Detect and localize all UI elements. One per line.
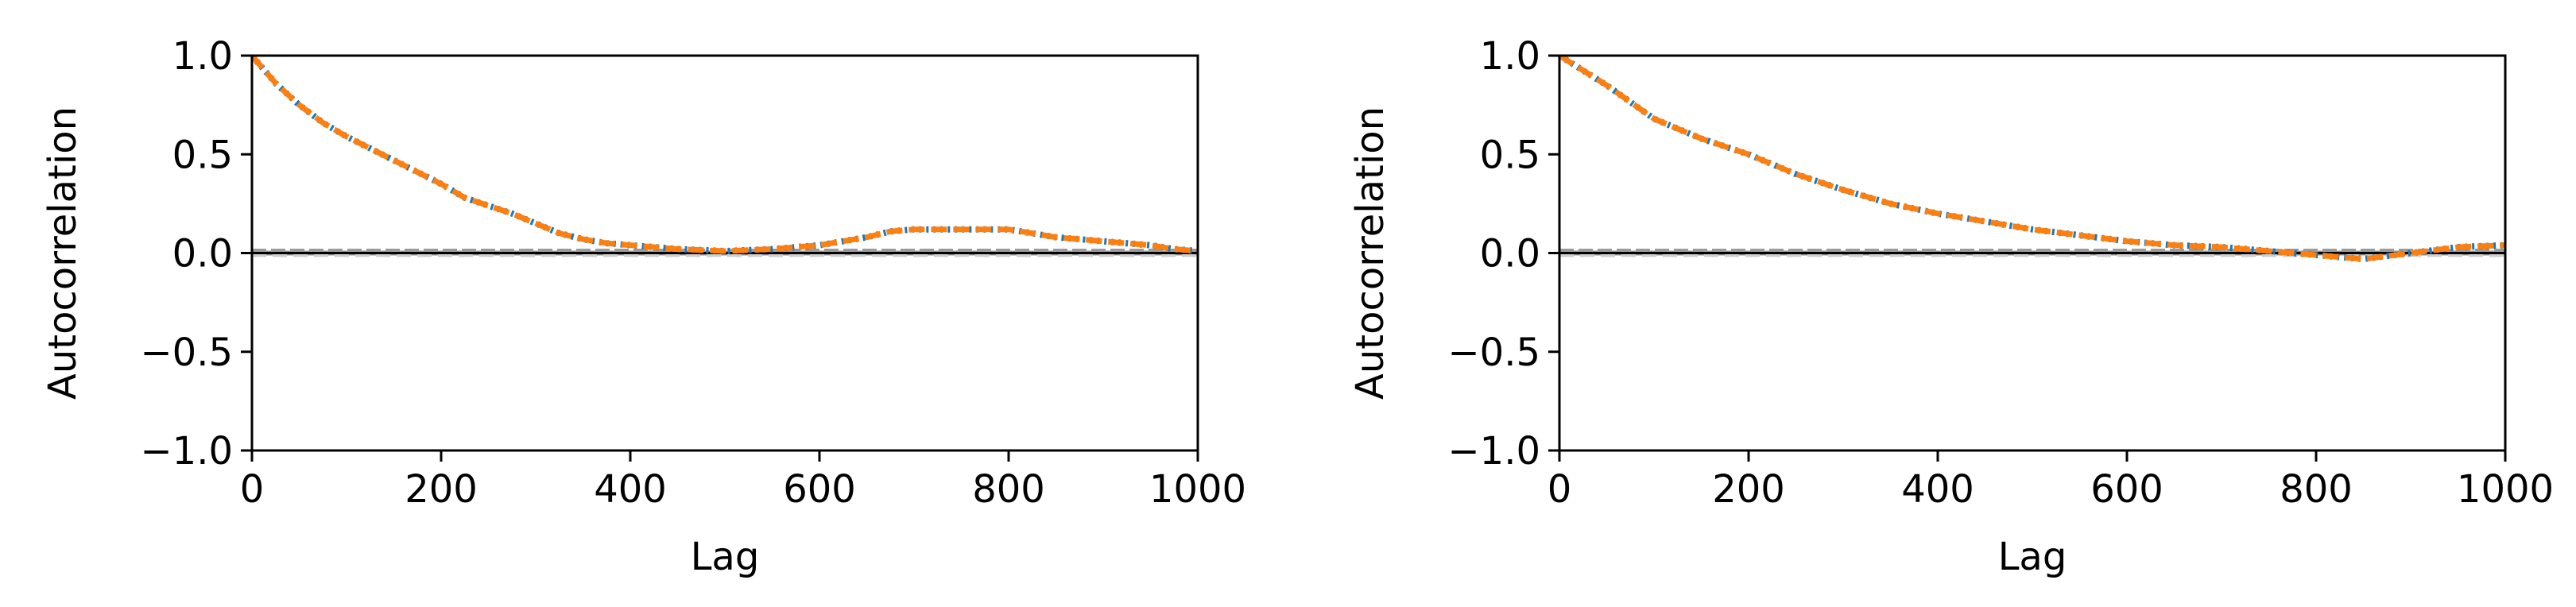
y-tick-label: 0.0 bbox=[1480, 232, 1540, 276]
series-line-1 bbox=[252, 56, 1198, 254]
x-axis-label: Lag bbox=[691, 535, 760, 579]
y-tick-label: 1.0 bbox=[172, 34, 233, 79]
x-tick-label: 600 bbox=[2090, 467, 2163, 512]
y-tick-label: 0.5 bbox=[172, 133, 233, 177]
x-tick-label: 0 bbox=[1548, 467, 1572, 512]
plot-area bbox=[1559, 56, 2505, 262]
x-tick-label: 800 bbox=[2280, 467, 2353, 512]
x-tick-label: 600 bbox=[783, 467, 856, 512]
y-axis-label: Autocorrelation bbox=[41, 106, 85, 400]
chart-panel-1: 0 200 400 600 800 1000 1.0 0.5 0.0 −0.5 −1.0 Lag Aut… bbox=[41, 34, 1246, 579]
y-tick-label: 1.0 bbox=[1480, 34, 1540, 79]
series-line-2 bbox=[252, 56, 1198, 254]
x-tick-label: 200 bbox=[405, 467, 478, 512]
y-axis-label: Autocorrelation bbox=[1348, 106, 1393, 400]
y-tick-label: −0.5 bbox=[1447, 331, 1540, 375]
x-tick-label: 1000 bbox=[2457, 467, 2554, 512]
series-line-2 bbox=[1559, 56, 2505, 262]
y-tick-label: −0.5 bbox=[140, 331, 233, 375]
y-tick-label: −1.0 bbox=[1447, 429, 1540, 474]
x-tick-label: 1000 bbox=[1149, 467, 1246, 512]
y-tick-label: 0.0 bbox=[172, 232, 233, 276]
x-tick-label: 200 bbox=[1712, 467, 1785, 512]
x-tick-label: 400 bbox=[594, 467, 667, 512]
x-tick-label: 0 bbox=[240, 467, 265, 512]
x-tick-label: 800 bbox=[972, 467, 1045, 512]
x-axis-label: Lag bbox=[1998, 535, 2067, 579]
y-tick-label: 0.5 bbox=[1480, 133, 1540, 177]
x-tick-label: 400 bbox=[1901, 467, 1974, 512]
chart-panel-2: 0 200 400 600 800 1000 1.0 0.5 0.0 −0.5 −1.0 Lag Aut… bbox=[1348, 34, 2554, 579]
y-tick-label: −1.0 bbox=[140, 429, 233, 474]
series-line-1 bbox=[1559, 56, 2505, 262]
plot-area bbox=[252, 56, 1198, 257]
